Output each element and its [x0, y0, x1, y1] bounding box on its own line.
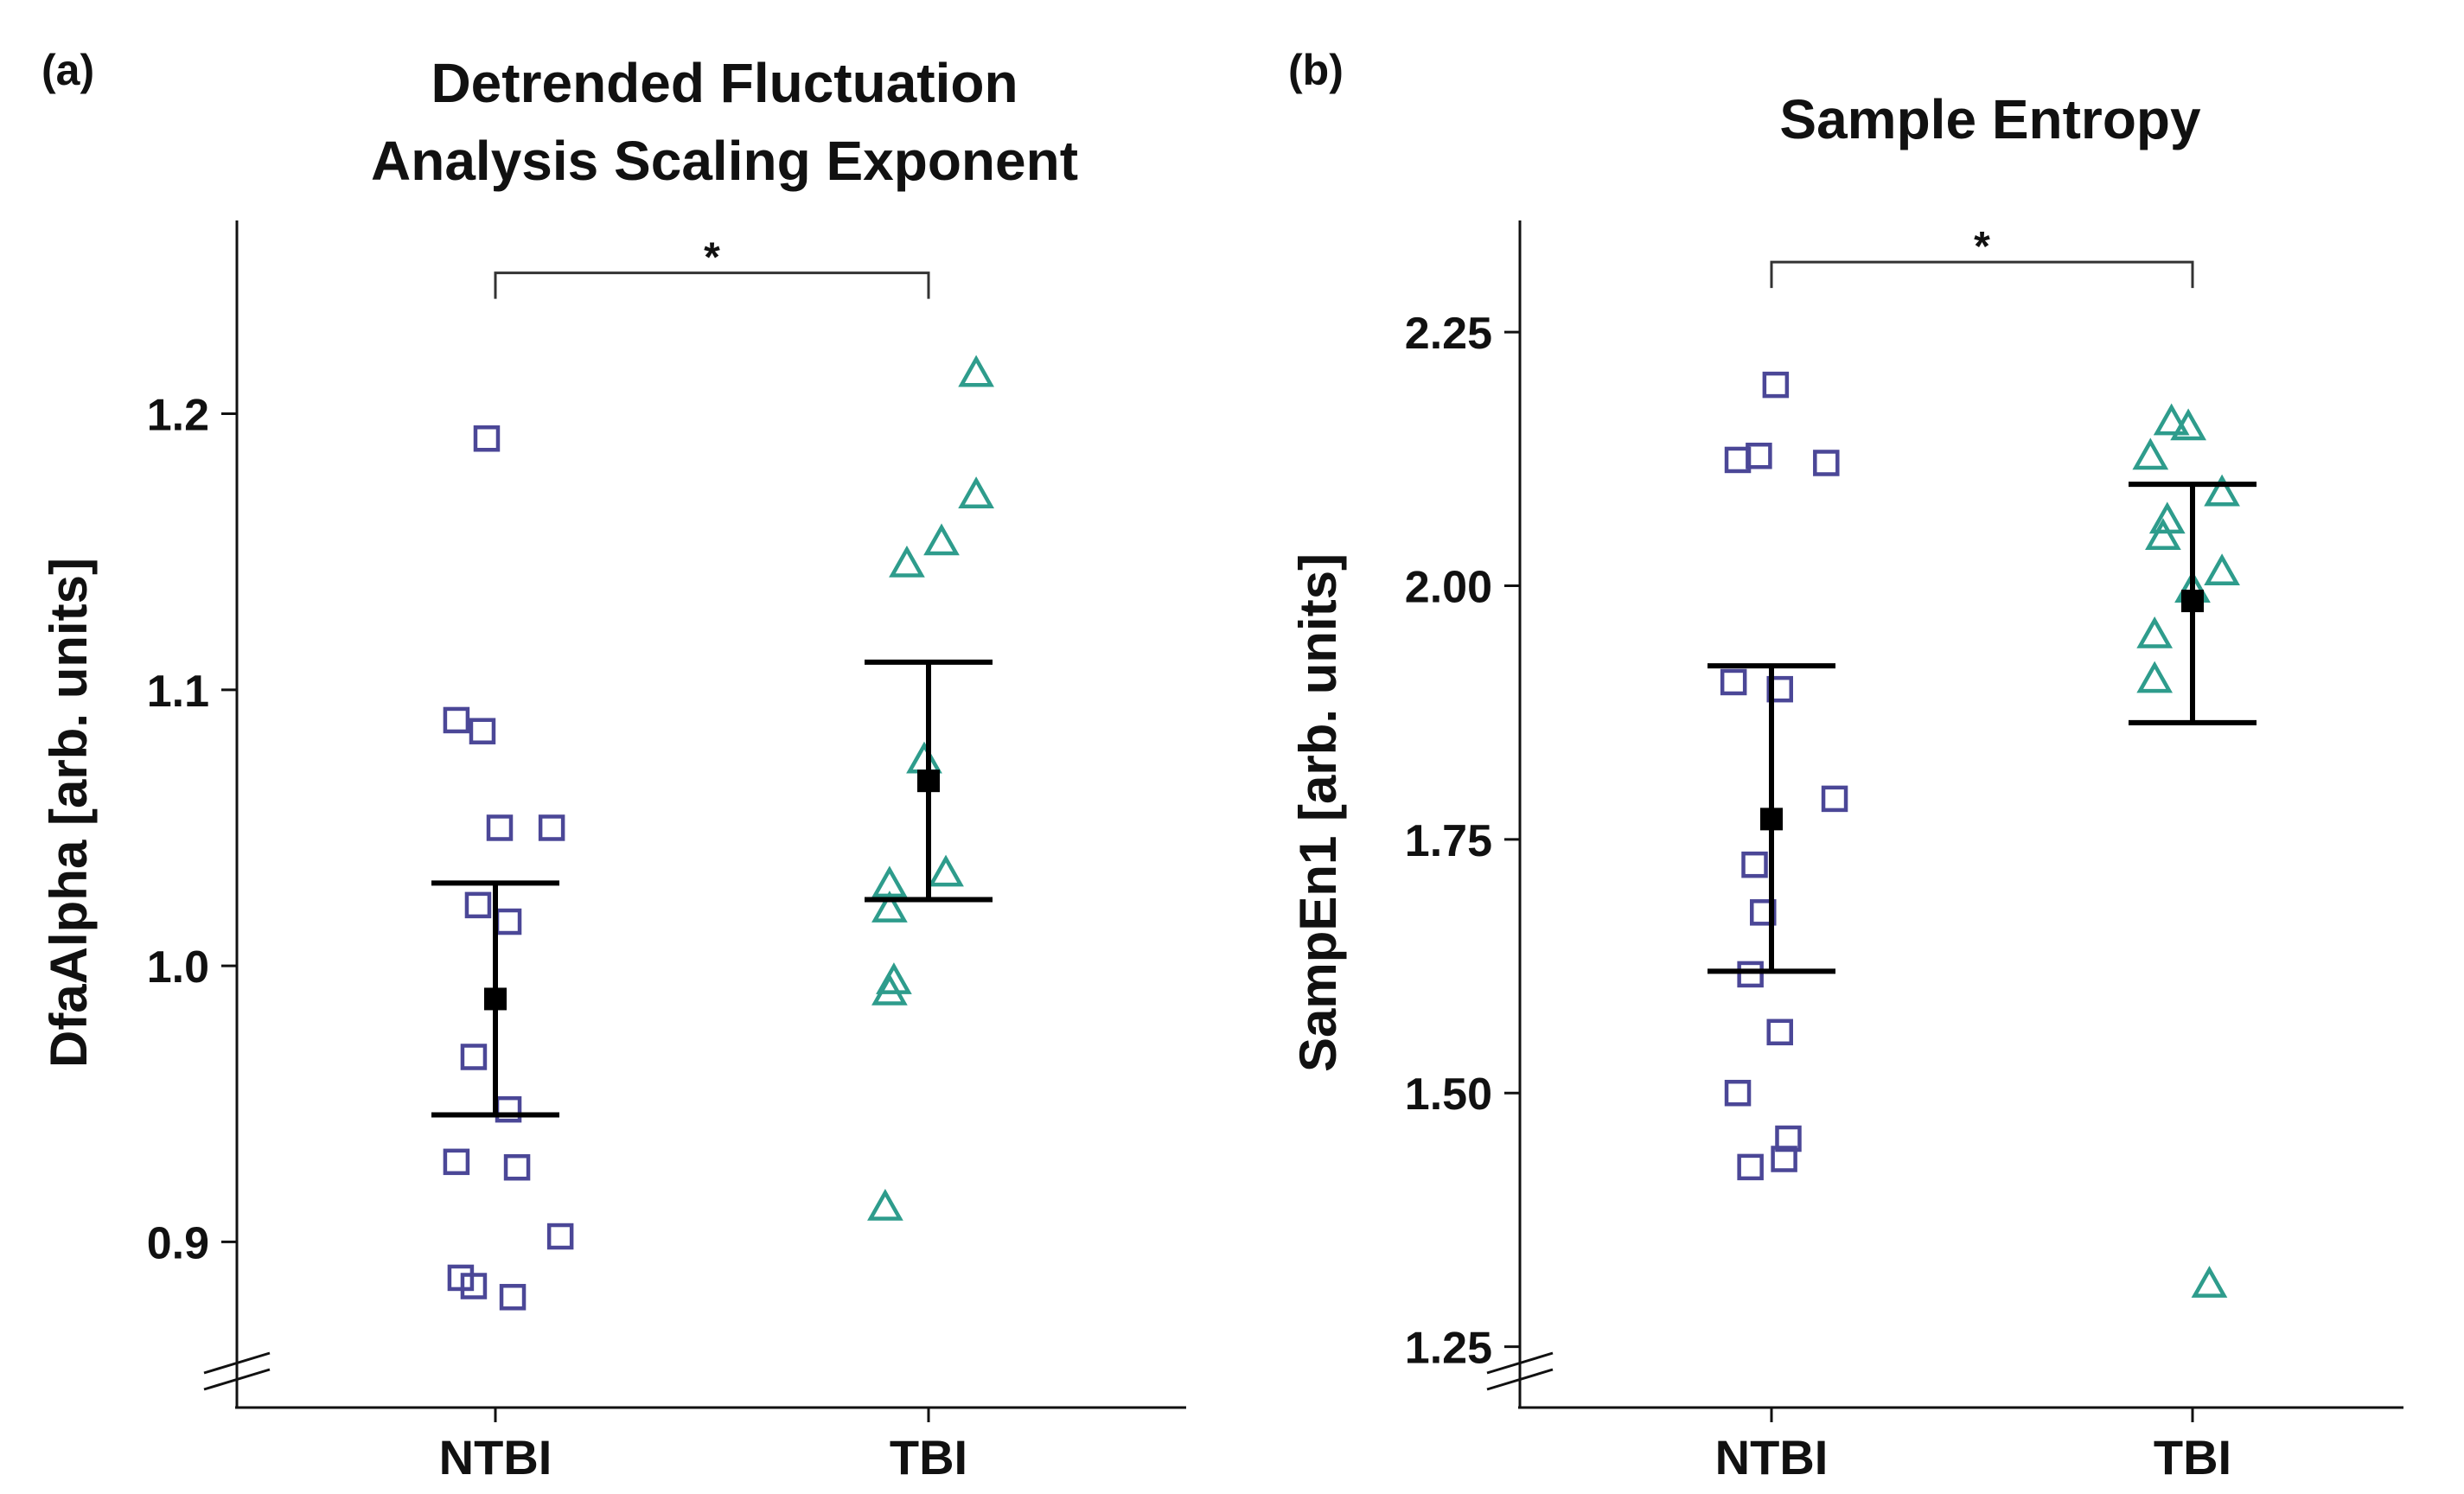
y-tick-label-b-2: 1.75: [1405, 816, 1492, 866]
chart-title-a-line-2: Analysis Scaling Exponent: [371, 130, 1078, 192]
data-point-b-ntbi-10: [1766, 1018, 1793, 1046]
data-point-b-tbi-6: [2204, 553, 2240, 586]
data-point-a-ntbi-0: [473, 425, 501, 452]
data-point-a-tbi-4: [906, 741, 942, 774]
data-point-a-tbi-10: [867, 1188, 903, 1221]
significance-bracket-a: [494, 271, 930, 299]
data-point-a-ntbi-1: [443, 706, 470, 734]
data-point-b-ntbi-12: [1775, 1125, 1802, 1152]
data-point-a-tbi-3: [889, 545, 925, 578]
data-point-b-ntbi-11: [1724, 1079, 1752, 1107]
x-tick-label-tbi-a: TBI: [890, 1430, 967, 1484]
data-point-a-ntbi-9: [443, 1148, 470, 1176]
y-tick-label-b-1: 1.50: [1405, 1069, 1492, 1120]
data-point-b-ntbi-6: [1821, 785, 1848, 813]
data-point-a-ntbi-13: [460, 1273, 488, 1299]
significance-bracket-b: [1770, 260, 2194, 289]
data-point-a-ntbi-2: [469, 718, 496, 744]
data-point-b-ntbi-4: [1720, 668, 1747, 696]
y-axis-label-b: SampEn1 [arb. units]: [1289, 553, 1347, 1072]
y-tick-label-a-2: 1.1: [147, 667, 209, 717]
data-point-b-ntbi-9: [1737, 961, 1764, 988]
axis-break-b: [1486, 1351, 1554, 1391]
y-tick-label-b-0: 1.25: [1405, 1324, 1492, 1374]
axis-break-a: [203, 1351, 271, 1391]
y-axis-label-a: DfaAlpha [arb. units]: [40, 558, 98, 1068]
y-tick-label-b-3: 2.00: [1405, 562, 1492, 612]
data-point-b-ntbi-2: [1724, 446, 1752, 474]
data-point-b-ntbi-14: [1737, 1153, 1764, 1181]
panel-a: (a) Detrended Fluctuation Analysis Scali…: [40, 46, 1186, 1484]
data-point-b-tbi-10: [2191, 1266, 2228, 1298]
data-point-b-ntbi-0: [1762, 371, 1790, 399]
x-tick-label-ntbi-a: NTBI: [439, 1430, 552, 1484]
chart-title-b: Sample Entropy: [1779, 88, 2201, 150]
data-point-a-ntbi-5: [464, 891, 492, 919]
panel-label-a: (a): [41, 46, 94, 94]
mean-marker-b-tbi: [2181, 590, 2204, 613]
data-point-a-tbi-0: [958, 354, 994, 387]
data-point-b-tbi-1: [2170, 408, 2206, 441]
y-tick-label-b-4: 2.25: [1405, 309, 1492, 359]
y-tick-label-a-0: 0.9: [147, 1218, 209, 1268]
data-point-b-tbi-2: [2132, 437, 2169, 470]
data-point-b-tbi-9: [2136, 661, 2174, 693]
data-point-a-ntbi-7: [460, 1044, 488, 1070]
data-point-a-tbi-1: [958, 476, 994, 508]
data-point-b-tbi-3: [2204, 474, 2240, 507]
data-point-a-ntbi-3: [486, 814, 514, 841]
data-point-b-ntbi-13: [1771, 1146, 1797, 1172]
data-point-a-tbi-7: [871, 891, 908, 923]
x-tick-label-tbi-b: TBI: [2154, 1430, 2231, 1484]
data-point-b-tbi-0: [2153, 403, 2190, 436]
x-tick-label-ntbi-b: NTBI: [1715, 1430, 1829, 1484]
data-point-b-ntbi-8: [1750, 899, 1777, 926]
mean-marker-a-ntbi: [484, 987, 507, 1011]
data-point-b-ntbi-7: [1741, 851, 1768, 878]
data-point-a-ntbi-14: [499, 1284, 527, 1311]
mean-marker-b-ntbi: [1760, 808, 1783, 831]
y-tick-label-a-3: 1.2: [147, 391, 209, 441]
data-point-a-ntbi-4: [538, 814, 565, 841]
panel-label-b: (b): [1288, 46, 1344, 94]
data-point-b-ntbi-3: [1813, 450, 1840, 476]
data-point-a-ntbi-11: [546, 1223, 574, 1250]
data-point-b-ntbi-5: [1766, 675, 1793, 703]
panel-b: (b) Sample Entropy SampEn1 [arb. units] …: [1288, 46, 2403, 1484]
data-point-a-ntbi-10: [503, 1153, 531, 1181]
data-point-a-ntbi-6: [495, 908, 522, 935]
y-tick-label-a-1: 1.0: [147, 942, 209, 993]
data-point-b-tbi-5: [2145, 518, 2181, 550]
significance-star-a: *: [704, 235, 720, 281]
data-point-a-tbi-2: [923, 523, 960, 556]
mean-marker-a-tbi: [917, 769, 940, 793]
data-point-a-tbi-9: [871, 973, 908, 1006]
data-point-b-tbi-8: [2136, 616, 2174, 648]
chart-title-a-line-1: Detrended Fluctuation: [431, 52, 1018, 114]
data-point-a-tbi-5: [928, 854, 964, 887]
significance-star-b: *: [1974, 224, 1990, 270]
